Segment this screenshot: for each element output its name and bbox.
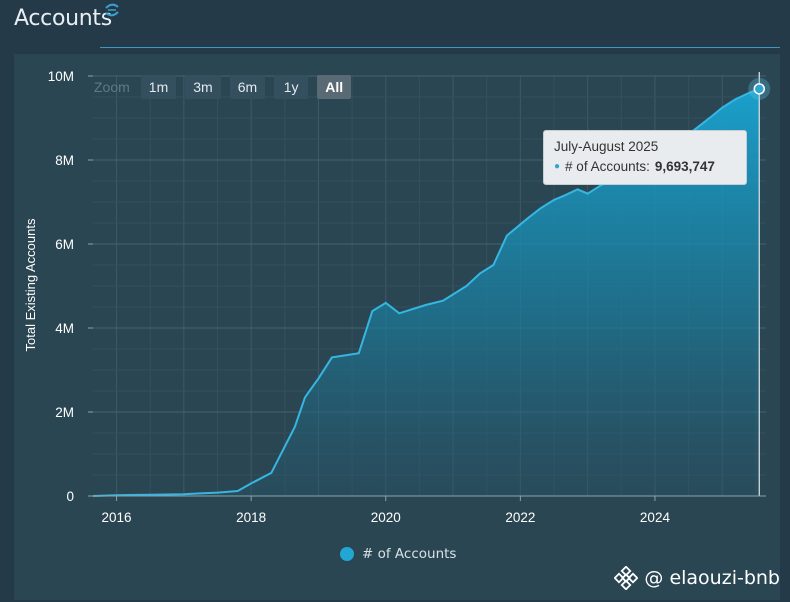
y-axis-title: Total Existing Accounts <box>23 218 38 351</box>
zoom-all-button[interactable]: All <box>317 75 352 99</box>
zoom-label: Zoom <box>94 79 130 95</box>
binance-logo-icon <box>614 566 639 590</box>
y-tick-label: 2M <box>55 405 74 420</box>
zoom-1y-button[interactable]: 1y <box>274 75 309 99</box>
tooltip-dot-icon: ● <box>554 161 561 172</box>
zoom-1m-button[interactable]: 1m <box>140 75 177 99</box>
y-tick-label: 0 <box>66 489 74 504</box>
tooltip-row: ● # of Accounts: 9,693,747 <box>554 159 736 174</box>
legend-marker-icon <box>340 547 354 561</box>
zoom-bar: Zoom 1m 3m 6m 1y All <box>94 75 352 99</box>
page-title: Accounts <box>14 6 112 31</box>
chart-tooltip: July-August 2025 ● # of Accounts: 9,693,… <box>543 130 747 185</box>
y-tick-label: 8M <box>55 153 74 168</box>
watermark-text: @ elaouzi-bnb <box>644 567 780 589</box>
spinner-logo-icon <box>105 3 119 17</box>
x-tick-label: 2018 <box>236 510 266 525</box>
chart-legend[interactable]: # of Accounts <box>340 546 456 562</box>
x-tick-label: 2024 <box>640 510 671 525</box>
legend-label: # of Accounts <box>362 546 457 562</box>
y-tick-label: 6M <box>55 237 74 252</box>
tooltip-title: July-August 2025 <box>554 139 659 154</box>
tooltip-value: 9,693,747 <box>654 159 715 174</box>
x-tick-label: 2020 <box>371 510 401 525</box>
x-tick-label: 2016 <box>102 510 132 525</box>
zoom-6m-button[interactable]: 6m <box>229 75 266 99</box>
y-tick-label: 10M <box>48 69 74 84</box>
chart-panel: 0 2M 4M 6M 8M 10M 2016 2018 2020 2022 2024 Total E… <box>14 54 780 600</box>
title-divider <box>100 47 780 48</box>
watermark: @ elaouzi-bnb <box>614 566 780 590</box>
x-tick-label: 2022 <box>505 510 535 525</box>
tooltip-series: # of Accounts: <box>565 159 650 174</box>
zoom-3m-button[interactable]: 3m <box>185 75 221 99</box>
y-tick-label: 4M <box>55 321 74 336</box>
hover-point <box>753 83 766 95</box>
